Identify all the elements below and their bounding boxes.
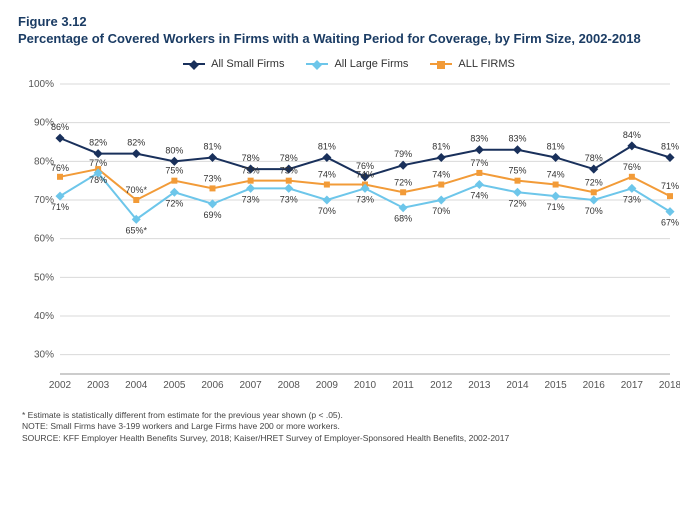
svg-text:2006: 2006 <box>201 380 224 391</box>
svg-text:60%: 60% <box>34 234 54 245</box>
svg-text:81%: 81% <box>318 141 336 151</box>
svg-text:75%: 75% <box>508 166 526 176</box>
svg-text:74%: 74% <box>432 169 450 179</box>
svg-text:2017: 2017 <box>621 380 644 391</box>
svg-text:81%: 81% <box>203 141 221 151</box>
svg-text:71%: 71% <box>51 202 69 212</box>
svg-text:70%*: 70%* <box>125 185 147 195</box>
svg-text:30%: 30% <box>34 350 54 361</box>
footnote-source: SOURCE: KFF Employer Health Benefits Sur… <box>22 433 680 444</box>
legend-item-large: All Large Firms <box>306 58 408 70</box>
svg-text:75%: 75% <box>242 166 260 176</box>
svg-text:40%: 40% <box>34 311 54 322</box>
svg-text:74%: 74% <box>547 169 565 179</box>
svg-text:70%: 70% <box>432 206 450 216</box>
svg-text:73%: 73% <box>280 194 298 204</box>
legend-item-small: All Small Firms <box>183 58 284 70</box>
svg-text:68%: 68% <box>394 214 412 224</box>
svg-text:77%: 77% <box>89 158 107 168</box>
svg-text:74%: 74% <box>318 169 336 179</box>
legend-swatch-large <box>306 63 328 65</box>
svg-text:71%: 71% <box>661 181 679 191</box>
svg-text:80%: 80% <box>165 145 183 155</box>
chart-area: 30%40%50%60%70%80%90%100%200220032004200… <box>18 74 680 404</box>
svg-text:81%: 81% <box>547 141 565 151</box>
svg-text:2007: 2007 <box>240 380 263 391</box>
svg-text:76%: 76% <box>623 162 641 172</box>
svg-text:2011: 2011 <box>392 380 414 391</box>
legend: All Small Firms All Large Firms ALL FIRM… <box>18 58 680 70</box>
footnotes: * Estimate is statistically different fr… <box>18 410 680 444</box>
svg-text:78%: 78% <box>89 175 107 185</box>
svg-text:71%: 71% <box>547 202 565 212</box>
footnote-note: NOTE: Small Firms have 3-199 workers and… <box>22 421 680 432</box>
svg-text:2010: 2010 <box>354 380 377 391</box>
svg-text:81%: 81% <box>432 141 450 151</box>
legend-label-small: All Small Firms <box>211 58 284 70</box>
svg-text:75%: 75% <box>280 166 298 176</box>
figure-number: Figure 3.12 <box>18 14 680 29</box>
svg-text:100%: 100% <box>28 79 54 90</box>
svg-text:70%: 70% <box>318 206 336 216</box>
svg-text:75%: 75% <box>165 166 183 176</box>
svg-text:2003: 2003 <box>87 380 110 391</box>
svg-text:78%: 78% <box>280 153 298 163</box>
chart-svg: 30%40%50%60%70%80%90%100%200220032004200… <box>18 74 680 404</box>
legend-label-all: ALL FIRMS <box>458 58 514 70</box>
legend-item-all: ALL FIRMS <box>430 58 514 70</box>
legend-label-large: All Large Firms <box>334 58 408 70</box>
svg-text:73%: 73% <box>242 194 260 204</box>
svg-text:2015: 2015 <box>545 380 568 391</box>
svg-text:79%: 79% <box>394 149 412 159</box>
footnote-sig: * Estimate is statistically different fr… <box>22 410 680 421</box>
svg-text:78%: 78% <box>242 153 260 163</box>
svg-text:2005: 2005 <box>163 380 186 391</box>
svg-text:70%: 70% <box>585 206 603 216</box>
svg-text:81%: 81% <box>661 141 679 151</box>
svg-text:2009: 2009 <box>316 380 339 391</box>
svg-text:73%: 73% <box>623 194 641 204</box>
svg-text:2016: 2016 <box>583 380 606 391</box>
svg-text:82%: 82% <box>89 137 107 147</box>
svg-text:2002: 2002 <box>49 380 72 391</box>
svg-text:67%: 67% <box>661 217 679 227</box>
svg-text:74%: 74% <box>470 190 488 200</box>
svg-text:2013: 2013 <box>468 380 491 391</box>
svg-text:2018: 2018 <box>659 380 680 391</box>
svg-text:72%: 72% <box>585 177 603 187</box>
svg-text:82%: 82% <box>127 137 145 147</box>
figure-container: Figure 3.12 Percentage of Covered Worker… <box>0 0 698 525</box>
figure-title: Percentage of Covered Workers in Firms w… <box>18 31 680 48</box>
svg-text:2004: 2004 <box>125 380 148 391</box>
svg-text:2008: 2008 <box>278 380 301 391</box>
svg-text:78%: 78% <box>585 153 603 163</box>
svg-text:73%: 73% <box>203 173 221 183</box>
svg-text:83%: 83% <box>508 134 526 144</box>
svg-text:74%: 74% <box>356 169 374 179</box>
svg-text:83%: 83% <box>470 134 488 144</box>
svg-text:72%: 72% <box>394 177 412 187</box>
svg-text:72%: 72% <box>165 198 183 208</box>
svg-text:69%: 69% <box>203 210 221 220</box>
svg-text:2012: 2012 <box>430 380 453 391</box>
svg-text:77%: 77% <box>470 158 488 168</box>
legend-swatch-all <box>430 63 452 65</box>
svg-text:72%: 72% <box>508 198 526 208</box>
svg-text:2014: 2014 <box>506 380 529 391</box>
svg-text:76%: 76% <box>51 163 69 173</box>
svg-text:86%: 86% <box>51 122 69 132</box>
legend-swatch-small <box>183 63 205 65</box>
svg-text:73%: 73% <box>356 194 374 204</box>
svg-text:84%: 84% <box>623 130 641 140</box>
svg-text:50%: 50% <box>34 272 54 283</box>
svg-text:65%*: 65%* <box>125 225 147 235</box>
